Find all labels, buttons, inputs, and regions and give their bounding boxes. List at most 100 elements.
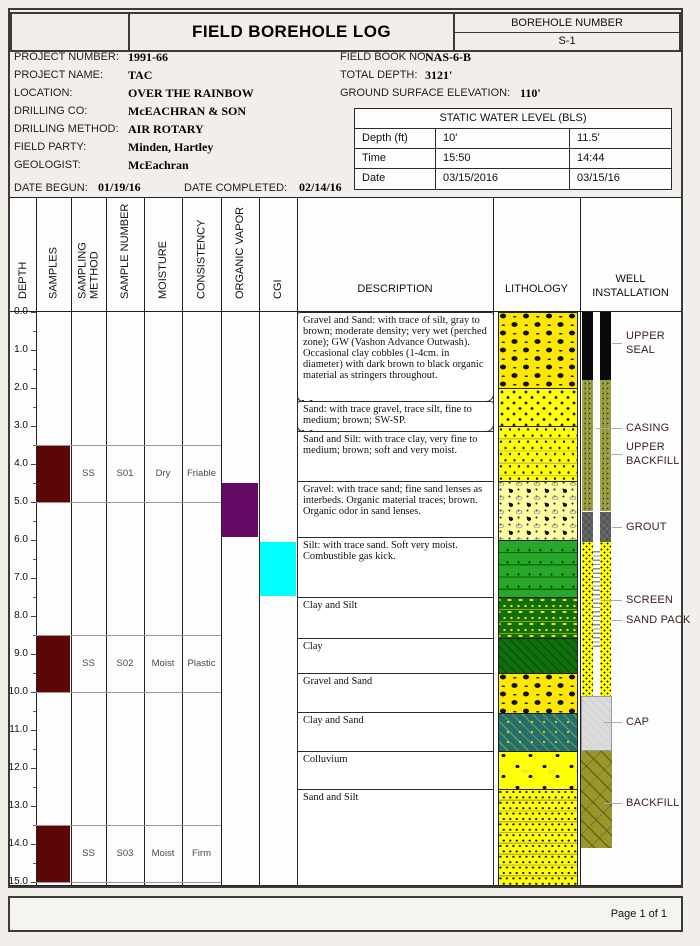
depth-tick-label: 11.0 <box>9 724 28 735</box>
well-backfill <box>581 750 612 848</box>
water-time-label: Time <box>355 149 436 169</box>
well-label-screen: SCREEN <box>626 594 674 607</box>
well-label-upper-backfill: UPPER BACKFILL <box>626 441 680 468</box>
borehole-number-value: S-1 <box>558 35 576 47</box>
column-header-samples: SAMPLES <box>47 247 60 299</box>
depth-tick-label: 7.0 <box>14 572 28 583</box>
lithology-layer-siltgreen <box>498 540 578 598</box>
depth-major-tick <box>31 768 36 769</box>
sample-row-line <box>36 825 221 826</box>
well-upper-seal <box>582 312 593 380</box>
lithology-layer-sandsilt <box>498 426 578 483</box>
column-header-description: DESCRIPTION <box>357 283 433 295</box>
well-screen <box>593 547 600 651</box>
info-label: FIELD BOOK NO: <box>340 51 429 63</box>
depth-major-tick <box>31 464 36 465</box>
depth-minor-tick <box>33 825 36 826</box>
well-leader-line <box>596 427 622 429</box>
water-date-1: 03/15/2016 <box>436 169 570 189</box>
well-leader-line <box>604 802 622 804</box>
sampling-method-value: SS <box>82 847 95 859</box>
water-date-2: 03/15/16 <box>577 172 620 184</box>
depth-major-tick <box>31 616 36 617</box>
well-label-upper-seal: UPPER SEAL <box>626 330 665 357</box>
info-value: TAC <box>128 68 153 82</box>
borehole-number-box: BOREHOLE NUMBER S-1 <box>455 12 681 52</box>
water-time-2: 14:44 <box>570 149 671 169</box>
depth-minor-tick <box>33 445 36 446</box>
depth-minor-tick <box>33 635 36 636</box>
column-divider <box>221 197 222 886</box>
sample-number-value: S02 <box>116 657 134 669</box>
water-date-label: Date <box>355 169 436 189</box>
borehole-number-label: BOREHOLE NUMBER <box>455 14 679 33</box>
lithology-layer-claysilt <box>498 597 578 639</box>
depth-minor-tick <box>33 521 36 522</box>
depth-tick-label: 6.0 <box>14 534 28 545</box>
well-grout <box>582 511 593 542</box>
sample-row-line <box>36 692 221 693</box>
well-label-casing: CASING <box>626 421 670 434</box>
description-row: Colluvium <box>297 750 494 790</box>
description-row: Sand: with trace gravel, trace silt, fin… <box>297 401 494 432</box>
depth-minor-tick <box>33 863 36 864</box>
data-top-line <box>10 311 681 312</box>
date-completed-value: 02/14/16 <box>299 180 342 194</box>
info-value: OVER THE RAINBOW <box>128 86 254 100</box>
lithology-layer-gravelsand <box>498 673 578 714</box>
depth-major-tick <box>31 730 36 731</box>
depth-tick-label: 12.0 <box>8 762 28 773</box>
description-row: Clay <box>297 637 494 674</box>
well-leader-line <box>612 619 622 621</box>
depth-tick-label: 0.0 <box>14 306 28 317</box>
well-sand-pack <box>582 541 593 696</box>
depth-tick-label: 9.0 <box>14 648 28 659</box>
well-label-cap: CAP <box>626 716 650 729</box>
sampling-method-value: SS <box>82 467 95 479</box>
sample-interval <box>37 445 70 502</box>
depth-major-tick <box>31 578 36 579</box>
depth-major-tick <box>31 388 36 389</box>
info-label: GROUND SURFACE ELEVATION: <box>340 87 511 99</box>
date-begun-value: 01/19/16 <box>98 180 141 194</box>
depth-major-tick <box>31 882 36 883</box>
column-divider <box>182 197 183 886</box>
description-row: Clay and Silt <box>297 597 494 639</box>
cgi-bar <box>260 541 296 596</box>
column-header-sample-number: SAMPLE NUMBER <box>119 203 131 299</box>
well-leader-line <box>612 527 622 529</box>
description-row: Gravel and Sand: with trace of silt, gra… <box>297 312 494 403</box>
info-value: 110' <box>520 86 541 100</box>
description-row: Sand and Silt: with trace clay, very fin… <box>297 430 494 483</box>
column-divider <box>36 197 37 886</box>
page-number: Page 1 of 1 <box>610 908 667 920</box>
sample-interval <box>37 825 70 882</box>
water-table-row: Time 15:50 14:44 <box>355 149 671 169</box>
moisture-value: Moist <box>151 657 175 669</box>
moisture-value: Moist <box>151 847 175 859</box>
consistency-value: Plastic <box>187 657 216 669</box>
description-row: Gravel: with trace sand; fine sand lense… <box>297 481 494 539</box>
depth-minor-tick <box>33 597 36 598</box>
info-value: Minden, Hartley <box>128 140 214 154</box>
depth-major-tick <box>31 540 36 541</box>
info-label: PROJECT NAME: <box>14 69 104 81</box>
water-time-1: 15:50 <box>436 149 570 169</box>
lithology-layer-gravelsand <box>498 312 578 389</box>
column-header-depth: DEPTH <box>17 261 29 299</box>
depth-minor-tick <box>33 407 36 408</box>
page-border <box>8 8 683 888</box>
depth-tick-label: 2.0 <box>14 382 28 393</box>
sample-row-line <box>36 445 221 446</box>
lithology-layer-claysand <box>498 712 578 752</box>
depth-major-tick <box>31 502 36 503</box>
well-leader-line <box>601 600 622 602</box>
info-label: LOCATION: <box>14 87 73 99</box>
depth-minor-tick <box>33 787 36 788</box>
water-depth-label: Depth (ft) <box>355 129 436 149</box>
depth-minor-tick <box>33 711 36 712</box>
sample-row-line <box>36 502 221 503</box>
static-water-level-table: STATIC WATER LEVEL (BLS) Depth (ft) 10' … <box>354 108 672 190</box>
column-header-organic-vapor: ORGANIC VAPOR <box>234 206 246 299</box>
